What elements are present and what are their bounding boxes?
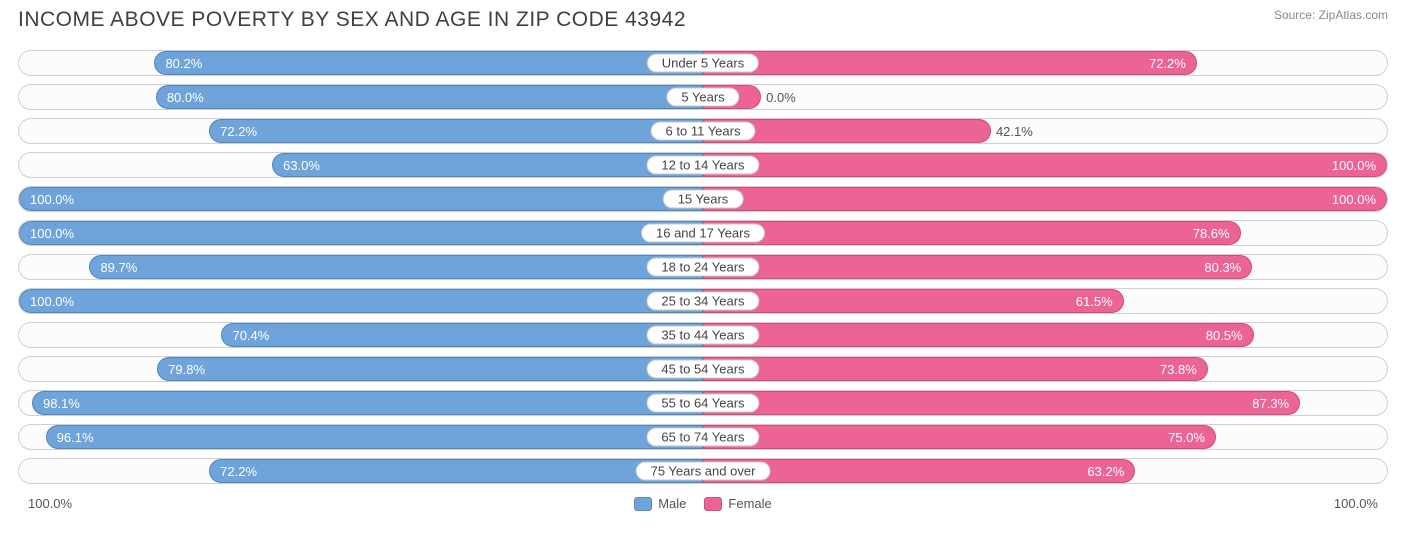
legend: Male Female [634,496,772,511]
male-value: 89.7% [100,260,137,275]
female-bar: 78.6% [703,221,1241,245]
female-value: 42.1% [990,124,1033,139]
chart-footer: 100.0% Male Female 100.0% [0,492,1406,511]
male-value: 63.0% [283,158,320,173]
chart-row: 100.0% 100.0% 15 Years [18,186,1388,212]
legend-male: Male [634,496,686,511]
category-label: 6 to 11 Years [651,122,756,141]
axis-right-max: 100.0% [1334,496,1378,511]
legend-female-label: Female [728,496,771,511]
female-value: 80.3% [1204,260,1241,275]
female-value: 72.2% [1149,56,1186,71]
male-value: 72.2% [220,124,257,139]
axis-left-max: 100.0% [28,496,72,511]
female-bar: 100.0% [703,153,1387,177]
female-value: 61.5% [1076,294,1113,309]
chart-row: 80.2% 72.2% Under 5 Years [18,50,1388,76]
category-label: 15 Years [663,190,744,209]
source-attribution: Source: ZipAtlas.com [1274,8,1388,22]
female-bar: 72.2% [703,51,1197,75]
category-label: 5 Years [666,88,739,107]
female-bar: 80.3% [703,255,1252,279]
female-value: 87.3% [1252,396,1289,411]
male-value: 96.1% [57,430,94,445]
male-bar: 63.0% [272,153,703,177]
category-label: 75 Years and over [636,462,771,481]
female-bar: 61.5% [703,289,1124,313]
chart-row: 72.2% 63.2% 75 Years and over [18,458,1388,484]
chart-row: 72.2% 42.1% 6 to 11 Years [18,118,1388,144]
category-label: 12 to 14 Years [646,156,759,175]
category-label: 18 to 24 Years [646,258,759,277]
category-label: 55 to 64 Years [646,394,759,413]
chart-area: 80.2% 72.2% Under 5 Years 80.0% 0.0% 5 Years 7… [0,32,1406,484]
female-value: 0.0% [760,90,796,105]
male-bar: 80.2% [154,51,703,75]
chart-row: 70.4% 80.5% 35 to 44 Years [18,322,1388,348]
female-value: 100.0% [1332,192,1376,207]
female-bar: 100.0% [703,187,1387,211]
male-bar: 79.8% [157,357,703,381]
male-value: 80.0% [167,90,204,105]
female-bar: 80.5% [703,323,1254,347]
chart-row: 79.8% 73.8% 45 to 54 Years [18,356,1388,382]
female-value: 80.5% [1206,328,1243,343]
male-bar: 98.1% [32,391,703,415]
male-value: 80.2% [165,56,202,71]
female-value: 73.8% [1160,362,1197,377]
male-bar: 72.2% [209,459,703,483]
male-value: 72.2% [220,464,257,479]
male-value: 70.4% [232,328,269,343]
legend-female: Female [704,496,771,511]
female-value: 75.0% [1168,430,1205,445]
chart-title: INCOME ABOVE POVERTY BY SEX AND AGE IN Z… [18,8,686,32]
male-bar: 80.0% [156,85,703,109]
female-bar: 87.3% [703,391,1300,415]
chart-row: 100.0% 61.5% 25 to 34 Years [18,288,1388,314]
male-bar: 89.7% [89,255,703,279]
chart-row: 98.1% 87.3% 55 to 64 Years [18,390,1388,416]
male-bar: 96.1% [46,425,703,449]
male-bar: 70.4% [221,323,703,347]
legend-male-label: Male [658,496,686,511]
female-value: 63.2% [1087,464,1124,479]
category-label: 65 to 74 Years [646,428,759,447]
chart-row: 100.0% 78.6% 16 and 17 Years [18,220,1388,246]
male-value: 98.1% [43,396,80,411]
male-value: 100.0% [30,294,74,309]
male-value: 100.0% [30,226,74,241]
category-label: 45 to 54 Years [646,360,759,379]
male-value: 100.0% [30,192,74,207]
chart-row: 63.0% 100.0% 12 to 14 Years [18,152,1388,178]
female-bar: 73.8% [703,357,1208,381]
category-label: 35 to 44 Years [646,326,759,345]
female-swatch-icon [704,497,722,511]
category-label: Under 5 Years [647,54,759,73]
female-value: 100.0% [1332,158,1376,173]
category-label: 25 to 34 Years [646,292,759,311]
male-bar: 100.0% [19,187,703,211]
male-bar: 72.2% [209,119,703,143]
chart-row: 89.7% 80.3% 18 to 24 Years [18,254,1388,280]
male-value: 79.8% [168,362,205,377]
female-value: 78.6% [1193,226,1230,241]
chart-row: 96.1% 75.0% 65 to 74 Years [18,424,1388,450]
male-bar: 100.0% [19,221,703,245]
male-swatch-icon [634,497,652,511]
female-bar: 75.0% [703,425,1216,449]
chart-row: 80.0% 0.0% 5 Years [18,84,1388,110]
male-bar: 100.0% [19,289,703,313]
category-label: 16 and 17 Years [641,224,765,243]
